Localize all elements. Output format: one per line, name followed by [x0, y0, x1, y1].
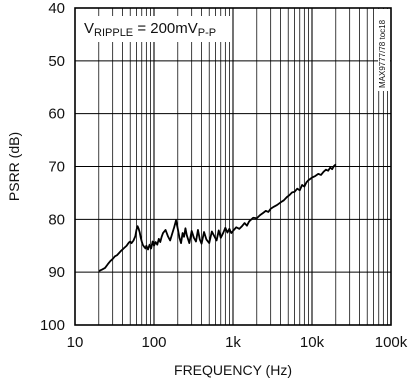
psrr-series-line [98, 163, 337, 272]
x-tick-label: 10 [67, 334, 84, 351]
y-tick-label: 90 [48, 264, 65, 281]
plot-frame [74, 7, 392, 326]
annotation-prefix: V [84, 20, 94, 37]
x-tick-label: 10k [300, 334, 325, 351]
grid-lines [75, 8, 391, 325]
x-tick-label: 100k [375, 334, 408, 351]
y-tick-label: 70 [48, 159, 65, 176]
figure-code: MAX9777/78 toc18 [378, 19, 387, 88]
x-tick-label: 1k [225, 334, 241, 351]
y-tick-label: 40 [48, 0, 65, 17]
ripple-annotation: VRIPPLE = 200mVP-P [84, 20, 216, 39]
annotation-background [80, 16, 230, 42]
y-tick-label: 80 [48, 211, 65, 228]
annotation-sub-pp: P-P [198, 27, 216, 39]
y-tick-label: 60 [48, 106, 65, 123]
x-tick-label: 100 [141, 334, 166, 351]
x-axis-label: FREQUENCY (Hz) [174, 362, 292, 378]
y-tick-label: 50 [48, 53, 65, 70]
y-tick-label: 100 [40, 317, 65, 334]
annotation-sub-ripple: RIPPLE [94, 27, 133, 39]
annotation-value: = 200mV [133, 20, 198, 37]
side-code-background [378, 9, 390, 91]
y-axis-label: PSRR (dB) [6, 132, 22, 201]
